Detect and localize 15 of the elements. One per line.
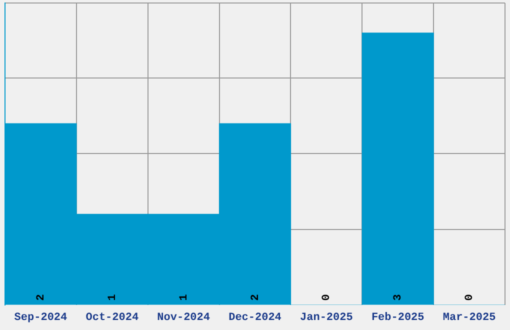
x-tick-label: Oct-2024 bbox=[86, 312, 139, 324]
x-tick-label: Nov-2024 bbox=[157, 312, 210, 324]
x-tick-label: Mar-2025 bbox=[442, 312, 496, 324]
data-label: 1 bbox=[178, 294, 190, 301]
x-tick-label: Jan-2025 bbox=[300, 312, 354, 324]
data-label: 2 bbox=[35, 294, 48, 301]
data-label: 1 bbox=[106, 294, 119, 301]
data-label: 0 bbox=[464, 294, 476, 301]
x-tick-label: Dec-2024 bbox=[228, 312, 282, 324]
bar bbox=[362, 32, 434, 305]
data-label: 2 bbox=[250, 294, 262, 301]
x-tick-label: Sep-2024 bbox=[14, 312, 68, 324]
x-tick-label: Feb-2025 bbox=[371, 312, 425, 324]
data-label: 3 bbox=[392, 294, 405, 301]
data-label: 0 bbox=[321, 294, 334, 301]
